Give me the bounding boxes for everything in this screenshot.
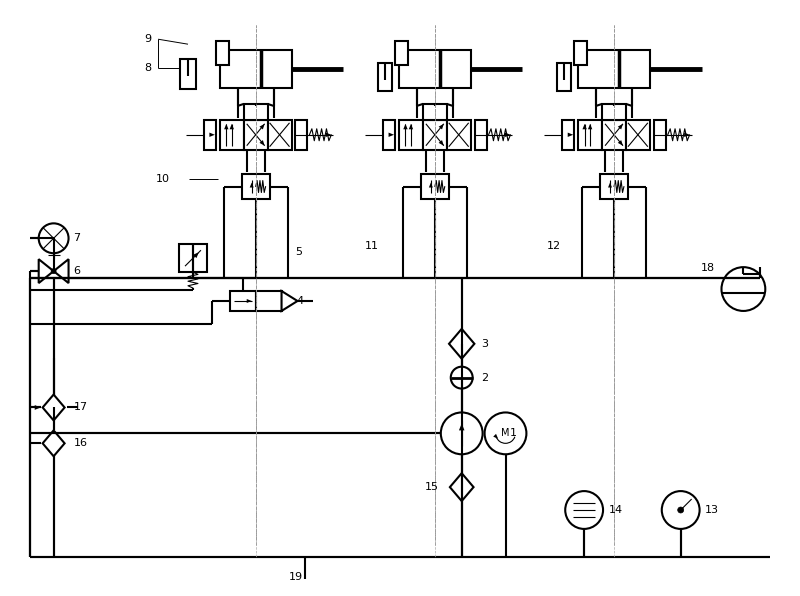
Bar bbox=[578, 50, 650, 88]
Polygon shape bbox=[505, 132, 510, 137]
Text: 14: 14 bbox=[609, 505, 623, 515]
Polygon shape bbox=[588, 124, 592, 129]
Polygon shape bbox=[568, 132, 573, 137]
Polygon shape bbox=[250, 182, 254, 188]
Text: 12: 12 bbox=[547, 241, 562, 252]
Circle shape bbox=[722, 267, 766, 311]
Bar bbox=[204, 120, 216, 150]
Polygon shape bbox=[246, 299, 252, 303]
Bar bbox=[558, 63, 571, 91]
Polygon shape bbox=[449, 329, 474, 359]
Bar bbox=[423, 120, 446, 150]
Bar bbox=[268, 120, 291, 150]
Bar bbox=[421, 173, 449, 200]
Polygon shape bbox=[42, 395, 65, 420]
Bar bbox=[256, 291, 282, 311]
Polygon shape bbox=[230, 124, 234, 129]
Polygon shape bbox=[282, 291, 298, 311]
Text: 9: 9 bbox=[144, 34, 151, 44]
Bar bbox=[562, 120, 574, 150]
Circle shape bbox=[678, 507, 684, 513]
Bar bbox=[179, 244, 207, 272]
Bar bbox=[626, 120, 650, 150]
Polygon shape bbox=[403, 124, 408, 129]
Polygon shape bbox=[38, 259, 54, 283]
Bar bbox=[220, 120, 244, 150]
Circle shape bbox=[51, 269, 56, 274]
Polygon shape bbox=[326, 132, 331, 137]
Polygon shape bbox=[224, 124, 229, 129]
Text: 1: 1 bbox=[510, 429, 517, 439]
Polygon shape bbox=[684, 132, 690, 137]
Circle shape bbox=[450, 367, 473, 389]
Bar bbox=[295, 120, 307, 150]
Text: 17: 17 bbox=[74, 402, 88, 412]
Polygon shape bbox=[42, 430, 65, 457]
Circle shape bbox=[662, 491, 699, 529]
Bar bbox=[216, 41, 229, 65]
Text: 3: 3 bbox=[482, 339, 489, 349]
Bar bbox=[602, 120, 626, 150]
Bar bbox=[378, 63, 392, 91]
Polygon shape bbox=[438, 140, 444, 145]
Text: 7: 7 bbox=[74, 233, 81, 243]
Polygon shape bbox=[54, 259, 69, 283]
Bar bbox=[395, 41, 408, 65]
Text: 13: 13 bbox=[705, 505, 718, 515]
Circle shape bbox=[441, 412, 482, 454]
Bar bbox=[654, 120, 666, 150]
Polygon shape bbox=[608, 182, 612, 188]
Bar bbox=[399, 50, 470, 88]
Bar bbox=[600, 173, 628, 200]
Bar bbox=[423, 104, 446, 120]
Bar bbox=[242, 173, 270, 200]
Text: 5: 5 bbox=[295, 247, 302, 257]
Bar bbox=[399, 120, 423, 150]
Text: 18: 18 bbox=[701, 263, 714, 273]
Text: 6: 6 bbox=[74, 266, 81, 276]
Text: 19: 19 bbox=[289, 572, 302, 582]
Text: 15: 15 bbox=[425, 482, 439, 492]
Polygon shape bbox=[459, 423, 465, 430]
Polygon shape bbox=[582, 124, 587, 129]
Polygon shape bbox=[618, 124, 623, 129]
Polygon shape bbox=[259, 124, 265, 129]
Bar bbox=[244, 120, 268, 150]
Circle shape bbox=[38, 224, 69, 253]
Circle shape bbox=[566, 491, 603, 529]
Bar bbox=[383, 120, 395, 150]
Polygon shape bbox=[193, 252, 199, 258]
Bar bbox=[446, 120, 470, 150]
Text: 16: 16 bbox=[74, 438, 87, 448]
Bar bbox=[220, 50, 291, 88]
Bar bbox=[578, 120, 602, 150]
Polygon shape bbox=[438, 124, 444, 129]
Polygon shape bbox=[494, 434, 498, 439]
Text: 11: 11 bbox=[365, 241, 379, 252]
Bar bbox=[602, 104, 626, 120]
Polygon shape bbox=[210, 132, 215, 137]
Text: 8: 8 bbox=[144, 63, 151, 73]
Text: 2: 2 bbox=[482, 372, 489, 383]
Bar bbox=[574, 41, 587, 65]
Polygon shape bbox=[34, 405, 41, 410]
Polygon shape bbox=[618, 140, 623, 145]
Polygon shape bbox=[450, 473, 474, 501]
Text: 10: 10 bbox=[156, 173, 170, 184]
Bar bbox=[244, 104, 268, 120]
Circle shape bbox=[485, 412, 526, 454]
Bar bbox=[474, 120, 486, 150]
Polygon shape bbox=[409, 124, 413, 129]
Bar bbox=[180, 59, 196, 89]
Text: M: M bbox=[502, 429, 510, 439]
Text: 4: 4 bbox=[297, 296, 304, 306]
Polygon shape bbox=[429, 182, 433, 188]
Polygon shape bbox=[389, 132, 394, 137]
Polygon shape bbox=[259, 140, 265, 145]
Bar bbox=[230, 291, 256, 311]
